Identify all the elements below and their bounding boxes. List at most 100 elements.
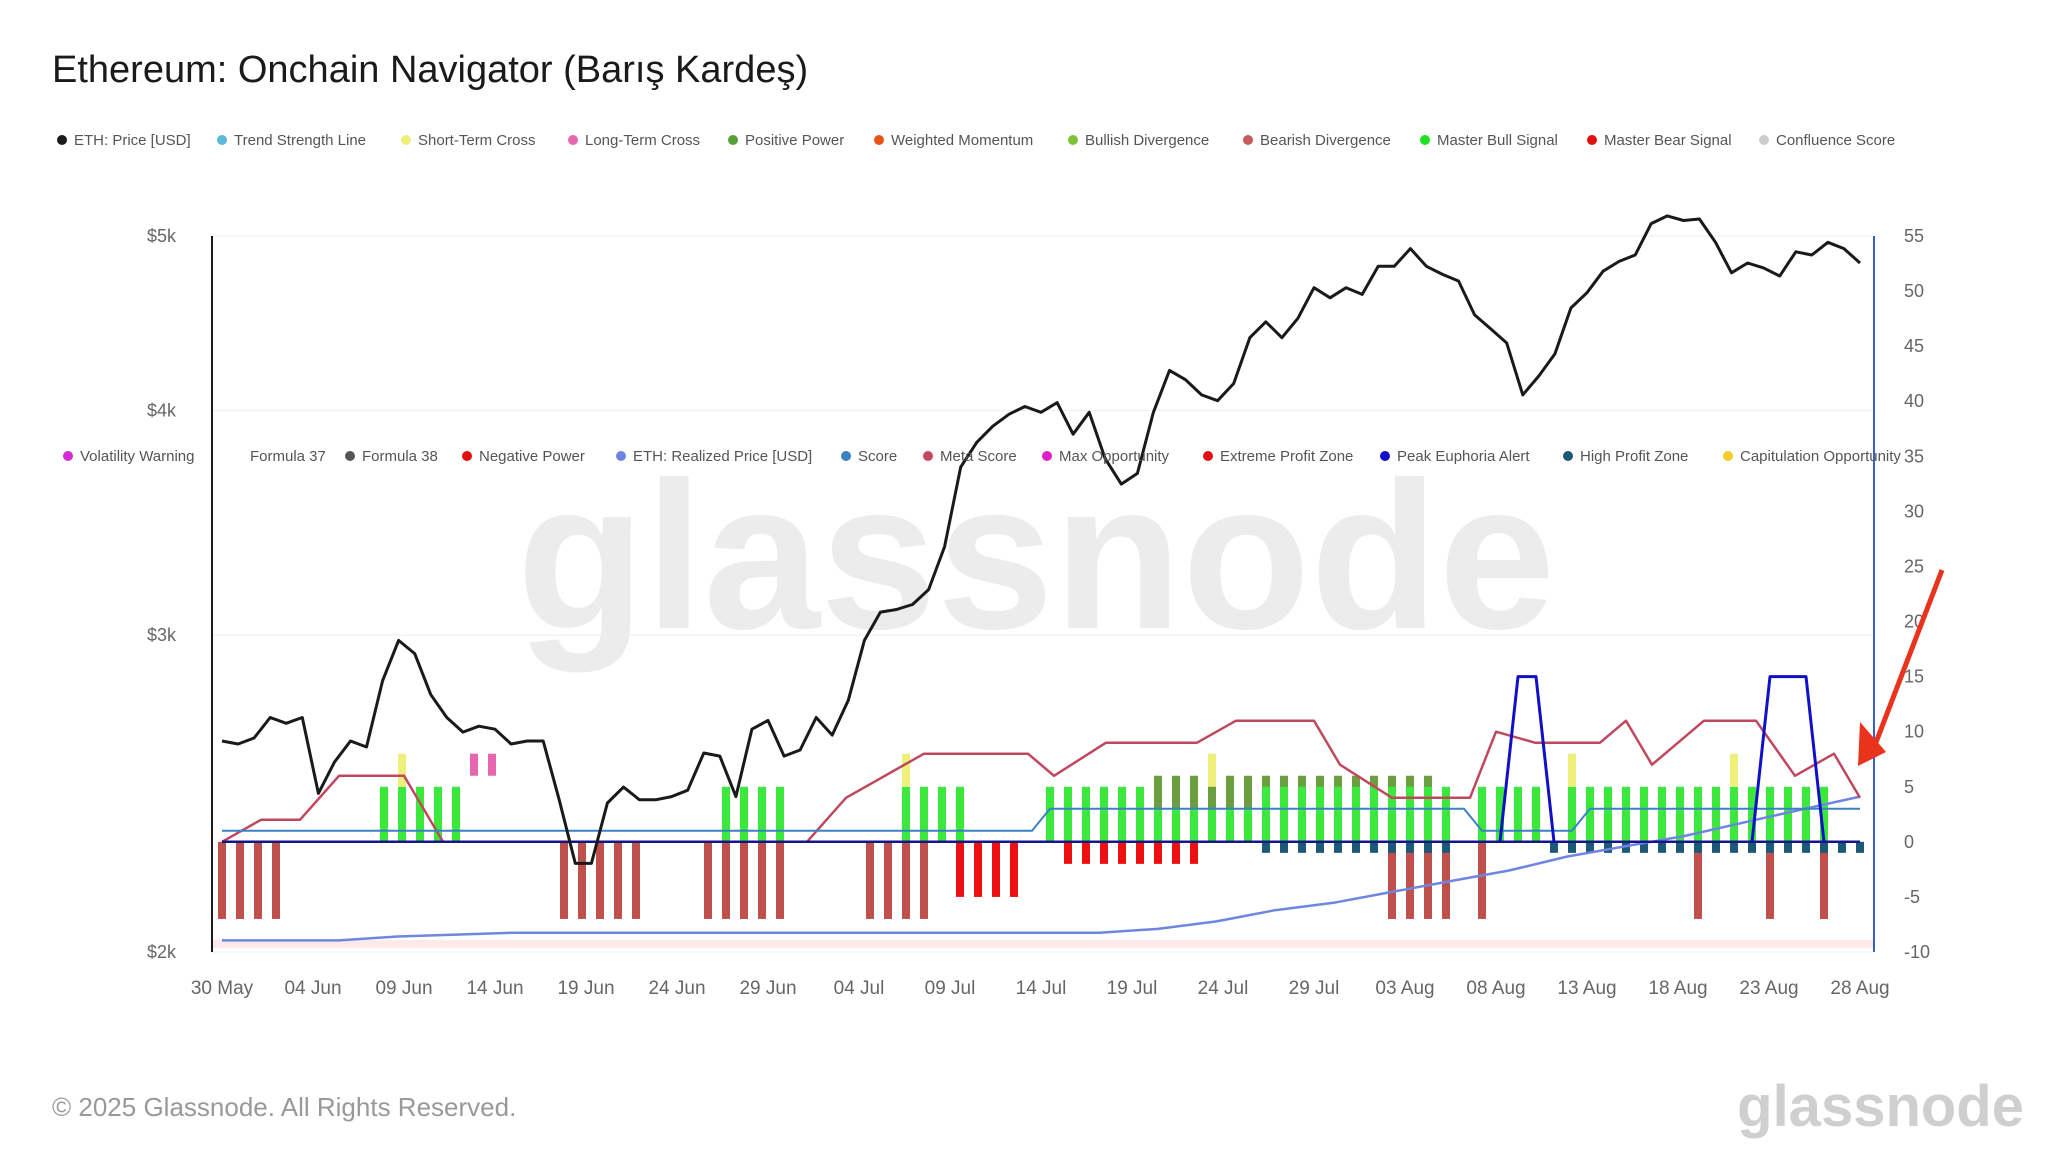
y-right-tick-label: 45 [1904, 336, 1924, 356]
x-tick-label: 04 Jul [834, 978, 885, 999]
x-tick-label: 13 Aug [1557, 978, 1616, 999]
high-profit-bar [1262, 841, 1270, 853]
legend-dot [1587, 135, 1597, 145]
high-profit-bar [1280, 841, 1288, 853]
x-tick-label: 28 Aug [1830, 978, 1889, 999]
high-profit-bar [1784, 841, 1792, 853]
positive-power-bar [1244, 775, 1252, 809]
x-tick-label: 04 Jun [284, 978, 341, 999]
positive-bar [1244, 786, 1252, 842]
legend-dot [841, 451, 851, 461]
positive-power-bar [1208, 775, 1216, 809]
arrow-head [1858, 722, 1886, 766]
x-tick-label: 23 Aug [1739, 978, 1798, 999]
legend-row-1: ETH: Price [USD] Trend Strength Line Short… [57, 132, 1895, 149]
positive-bar [1316, 786, 1324, 842]
bearish-bar [218, 841, 226, 919]
legend-label: Confluence Score [1776, 132, 1895, 149]
arrow-shaft [1867, 569, 1945, 759]
legend-label: ETH: Realized Price [USD] [633, 448, 812, 465]
positive-bar [920, 786, 928, 842]
legend-dot [401, 135, 411, 145]
bearish-bar [254, 841, 262, 919]
high-profit-bar [1370, 841, 1378, 853]
high-profit-bar [1388, 841, 1396, 853]
negative-power-bar [1172, 841, 1180, 864]
legend-item: Long-Term Cross [568, 132, 700, 149]
legend-label: Formula 37 [250, 448, 326, 465]
legend-label: Weighted Momentum [891, 132, 1033, 149]
x-tick-label: 24 Jun [648, 978, 705, 999]
legend-item: ETH: Realized Price [USD] [616, 448, 812, 465]
high-profit-bar [1640, 841, 1648, 853]
legend-dot [728, 135, 738, 145]
legend-dot [1563, 451, 1573, 461]
y-right-tick-label: 55 [1904, 226, 1924, 246]
legend-label: Peak Euphoria Alert [1397, 448, 1530, 465]
x-tick-label: 30 May [191, 978, 254, 999]
negative-power-bar [956, 841, 964, 897]
legend-item: Peak Euphoria Alert [1380, 448, 1530, 465]
positive-bar [1154, 786, 1162, 842]
negative-power-bar [1064, 841, 1072, 864]
legend-label: Long-Term Cross [585, 132, 700, 149]
positive-bar [776, 786, 784, 842]
legend-label: Short-Term Cross [418, 132, 536, 149]
legend-item: Formula 38 [345, 448, 438, 465]
axes: $2k$3k$4k$5k-10-505101520253035404550553… [147, 226, 1930, 999]
legend-label: Meta Score [940, 448, 1017, 465]
bearish-bar [1406, 841, 1414, 919]
bearish-bar [776, 841, 784, 919]
bearish-bar [758, 841, 766, 919]
high-profit-bar [1316, 841, 1324, 853]
negative-power-bar [1154, 841, 1162, 864]
long-term-cross-bar [488, 753, 496, 776]
legend-dot [345, 451, 355, 461]
legend-label: Negative Power [479, 448, 585, 465]
positive-bar [1262, 786, 1270, 842]
x-tick-label: 14 Jun [466, 978, 523, 999]
high-profit-bar [1694, 841, 1702, 853]
legend-item: High Profit Zone [1563, 448, 1688, 465]
legend-row-2: Volatility Warning Formula 37 Formula 38 Ne… [63, 448, 1901, 465]
x-tick-label: 09 Jun [375, 978, 432, 999]
high-profit-bar [1334, 841, 1342, 853]
high-profit-bar [1838, 841, 1846, 853]
positive-bar [1640, 786, 1648, 842]
positive-bar [1622, 786, 1630, 842]
bearish-bar [722, 841, 730, 919]
x-tick-label: 18 Aug [1648, 978, 1707, 999]
y-right-tick-label: 10 [1904, 722, 1924, 742]
legend-item: Meta Score [923, 448, 1017, 465]
positive-power-bar [1226, 775, 1234, 809]
legend-dot [1042, 451, 1052, 461]
y-right-tick-label: 0 [1904, 832, 1914, 852]
legend-item: Negative Power [462, 448, 585, 465]
legend-item: Trend Strength Line [217, 132, 366, 149]
positive-bar [1226, 786, 1234, 842]
positive-bar [1352, 786, 1360, 842]
positive-bar [740, 786, 748, 842]
bearish-bar [884, 841, 892, 919]
glassnode-logo: glassnode [1737, 1074, 2024, 1139]
bearish-bar [1424, 841, 1432, 919]
high-profit-bar [1424, 841, 1432, 853]
annotation-arrow [1858, 569, 1945, 766]
bearish-bar [902, 841, 910, 919]
y-right-tick-label: 50 [1904, 281, 1924, 301]
y-right-tick-label: 35 [1904, 446, 1924, 466]
y-right-tick-label: 40 [1904, 391, 1924, 411]
legend-label: Master Bear Signal [1604, 132, 1732, 149]
positive-bar [1514, 786, 1522, 842]
legend-label: Positive Power [745, 132, 844, 149]
positive-bar [398, 786, 406, 842]
high-profit-bar [1442, 841, 1450, 853]
legend-item: Capitulation Opportunity [1723, 448, 1901, 465]
y-right-tick-label: -5 [1904, 887, 1920, 907]
high-profit-bar [1604, 841, 1612, 853]
y-left-tick-label: $4k [147, 400, 177, 420]
bearish-bar [614, 841, 622, 919]
high-profit-bar [1550, 841, 1558, 853]
short-term-cross-bar [1730, 753, 1738, 787]
positive-bar [722, 786, 730, 842]
